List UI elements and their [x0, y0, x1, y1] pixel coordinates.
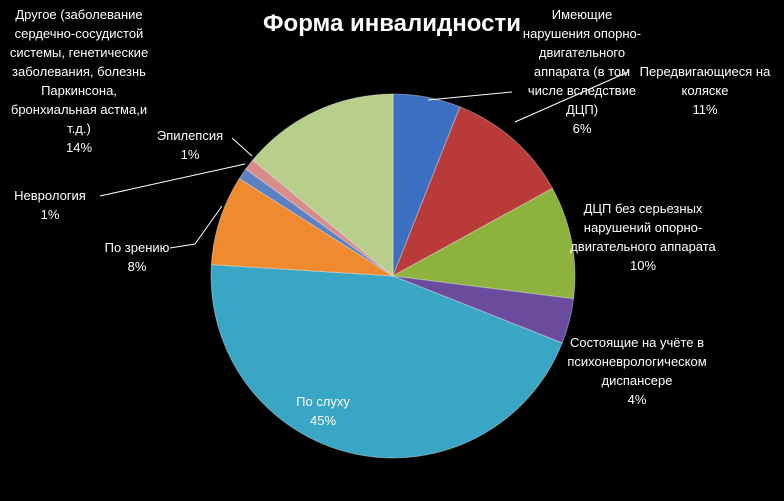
- value-label: 14%: [65, 140, 93, 155]
- category-label: Состоящие на учёте в психоневрологическо…: [567, 335, 707, 388]
- category-label: Эпилепсия: [156, 128, 224, 143]
- value-label: 45%: [309, 413, 337, 428]
- pie-slice: [210, 264, 563, 459]
- pie-slice: [245, 159, 394, 277]
- pie-slice: [238, 168, 394, 277]
- leader-line: [231, 137, 253, 157]
- pie-slice: [392, 93, 461, 277]
- value-label: 8%: [127, 259, 147, 274]
- slice-label: Передвигающиеся на коляске 11%: [623, 62, 784, 119]
- category-label: Другое (заболевание сердечно-сосудистой …: [9, 7, 149, 136]
- value-label: 1%: [180, 147, 200, 162]
- value-label: 10%: [629, 258, 657, 273]
- value-label: 1%: [40, 207, 60, 222]
- slice-label: По зрению 8%: [77, 238, 197, 276]
- slice-label: Другое (заболевание сердечно-сосудистой …: [0, 5, 159, 157]
- slice-label: ДЦП без серьезных нарушений опорно-двига…: [568, 199, 718, 275]
- leader-line: [427, 91, 513, 101]
- category-label: Передвигающиеся на коляске: [639, 64, 771, 98]
- chart-title: Форма инвалидности: [263, 10, 521, 37]
- pie-slice: [391, 187, 576, 300]
- category-label: По слуху: [296, 394, 350, 409]
- pie-slice: [392, 275, 575, 344]
- pie-slice: [210, 177, 394, 277]
- pie-slice: [392, 106, 554, 278]
- value-label: 6%: [572, 121, 592, 136]
- leader-line: [99, 163, 246, 197]
- slice-label: Имеющие нарушения опорно-двигательного а…: [520, 5, 645, 138]
- slice-label: Состоящие на учёте в психоневрологическо…: [562, 333, 712, 409]
- leader-line: [169, 205, 223, 249]
- category-label: ДЦП без серьезных нарушений опорно-двига…: [570, 201, 716, 254]
- category-label: Имеющие нарушения опорно-двигательного а…: [522, 7, 642, 117]
- pie-slice: [252, 93, 394, 278]
- value-label: 4%: [627, 392, 647, 407]
- slice-label: По слуху 45%: [263, 392, 383, 430]
- leader-line: [514, 71, 629, 123]
- category-label: Неврология: [14, 188, 86, 203]
- value-label: 11%: [692, 102, 718, 117]
- slice-label: Эпилепсия 1%: [140, 126, 240, 164]
- slice-label: Неврология 1%: [0, 186, 100, 224]
- category-label: По зрению: [104, 240, 170, 255]
